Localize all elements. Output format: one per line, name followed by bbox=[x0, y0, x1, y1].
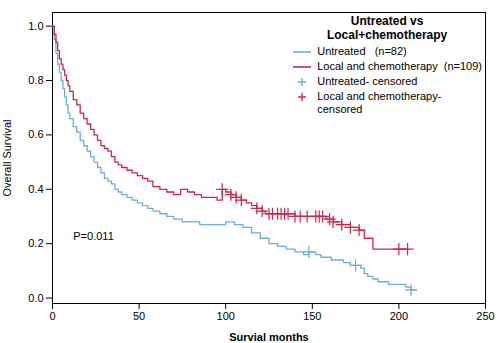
svg-text:1.0: 1.0 bbox=[28, 20, 43, 32]
svg-text:0.8: 0.8 bbox=[28, 74, 43, 86]
svg-text:Survial months: Survial months bbox=[229, 331, 308, 343]
html-text:Untreated (n=82): Untreated (n=82) bbox=[317, 45, 407, 57]
svg-text:250: 250 bbox=[476, 310, 494, 322]
svg-text:150: 150 bbox=[303, 310, 321, 322]
svg-text:100: 100 bbox=[217, 310, 235, 322]
svg-text:200: 200 bbox=[390, 310, 408, 322]
svg-text:50: 50 bbox=[133, 310, 145, 322]
svg-text:Overall Survival: Overall Survival bbox=[1, 119, 13, 196]
svg-text:P=0.011: P=0.011 bbox=[73, 230, 113, 242]
html-text:Untreated vs Local+chemotherap: Untreated vs Local+chemotherapy bbox=[326, 14, 448, 42]
html-text:Local and chemotherapy- censor: Local and chemotherapy- censored bbox=[317, 90, 442, 115]
html-text:Untreated- censored: Untreated- censored bbox=[317, 75, 418, 87]
svg-text:0.4: 0.4 bbox=[28, 183, 43, 195]
svg-text:0.6: 0.6 bbox=[28, 128, 43, 140]
svg-text:0.0: 0.0 bbox=[28, 292, 43, 304]
svg-text:0.2: 0.2 bbox=[28, 237, 43, 249]
html-text:Local and chemotherapy (n=109): Local and chemotherapy (n=109) bbox=[317, 60, 482, 72]
svg-text:0: 0 bbox=[49, 310, 55, 322]
